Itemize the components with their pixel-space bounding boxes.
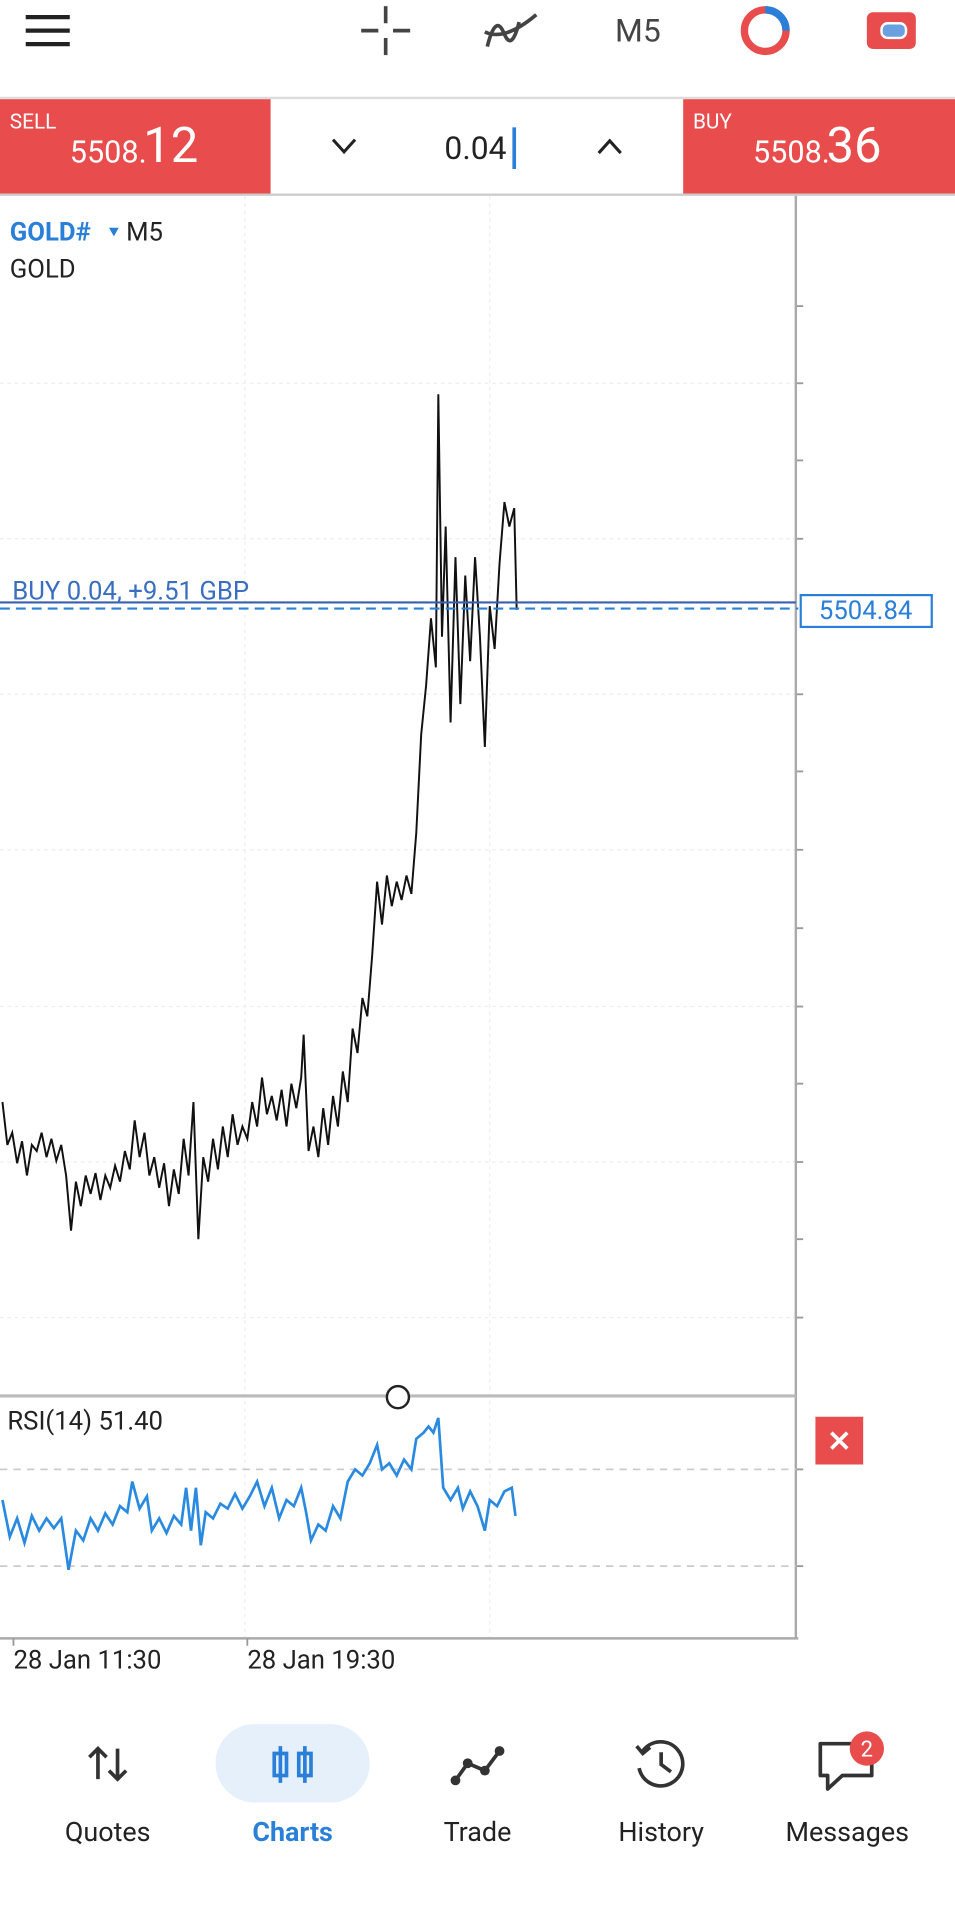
buy-button[interactable]: BUY 5508. 36 <box>683 99 955 195</box>
indicators-button[interactable] <box>484 13 538 47</box>
buy-price-main: 5508. <box>753 136 830 171</box>
badge <box>849 1731 884 1766</box>
badge-count: 2 <box>861 1737 873 1762</box>
symbol-dropdown[interactable] <box>108 227 119 237</box>
nav-quotes[interactable]: Quotes <box>65 1745 151 1848</box>
nav-trade[interactable]: Trade <box>444 1746 512 1848</box>
volume-down[interactable] <box>331 138 357 155</box>
account-button[interactable] <box>866 12 916 49</box>
volume-up[interactable] <box>597 138 622 155</box>
pane-resize-handle[interactable] <box>385 1384 411 1410</box>
nav-label: Trade <box>444 1816 512 1848</box>
price-label: 5504.84 <box>819 596 912 626</box>
timeframe-button[interactable]: M5 <box>615 12 661 50</box>
time-button[interactable] <box>740 6 790 56</box>
nav-charts[interactable]: Charts <box>215 1724 370 1848</box>
nav-label: Messages <box>786 1816 910 1848</box>
indicator-label: RSI(14) 51.40 <box>7 1407 163 1437</box>
position-label[interactable]: BUY 0.04, +9.51 GBP <box>12 576 249 606</box>
sell-price-main: 5508. <box>70 136 147 171</box>
buy-label: BUY <box>693 110 732 134</box>
nav-label: Quotes <box>65 1816 151 1848</box>
sell-button[interactable]: SELL 5508. 12 <box>0 99 271 195</box>
nav-label: Charts <box>252 1816 333 1848</box>
symbol-description: GOLD <box>10 254 76 284</box>
volume-input[interactable]: 0.04 <box>444 129 506 167</box>
sell-label: SELL <box>10 110 57 134</box>
nav-messages[interactable]: 2 Messages <box>786 1731 910 1848</box>
time-label: 28 Jan 11:30 <box>13 1645 161 1675</box>
sell-price-big: 12 <box>143 117 198 174</box>
price-bars <box>1 394 518 1240</box>
crosshair-button[interactable] <box>361 6 411 56</box>
remove-indicator-button[interactable] <box>815 1416 864 1465</box>
chart-grid <box>0 195 796 1639</box>
nav-history[interactable]: History <box>618 1740 704 1848</box>
time-label: 28 Jan 19:30 <box>247 1645 395 1675</box>
menu-button[interactable] <box>25 15 70 47</box>
nav-label: History <box>618 1816 704 1848</box>
chart-timeframe: M5 <box>126 218 163 248</box>
price-label-box <box>799 594 933 629</box>
symbol[interactable]: GOLD# <box>10 218 91 248</box>
rsi-line <box>1 1417 517 1571</box>
buy-price-big: 36 <box>826 117 881 174</box>
